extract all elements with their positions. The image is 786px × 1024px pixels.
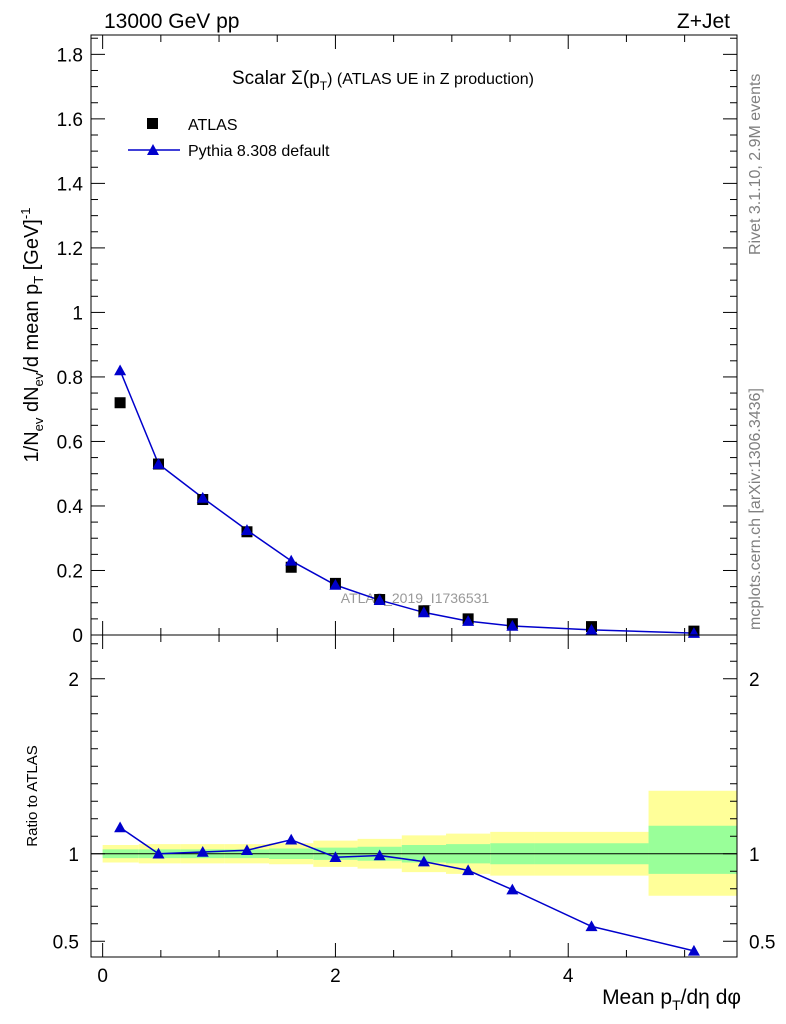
ratio-pythia-point (506, 883, 519, 895)
process-label: Z+Jet (677, 10, 730, 33)
ratio-y-tick-label-right: 0.5 (749, 932, 775, 953)
ratio-y-tick-label-left: 1 (68, 845, 79, 866)
main-y-axis-label: 1/Nev dNev/d mean pT [GeV]-1 (18, 208, 46, 463)
legend-pythia-marker (147, 144, 159, 155)
main-y-tick-label: 1.6 (57, 110, 83, 131)
atlas-point (285, 561, 297, 573)
legend-atlas-marker (147, 118, 158, 129)
ratio-pythia-point (417, 855, 430, 867)
main-watermark: ATLAS_2019_I1736531 (341, 590, 490, 606)
pythia-point (506, 619, 519, 631)
ratio-y-tick-label-right: 1 (749, 845, 760, 866)
main-y-tick-label: 1 (72, 303, 83, 324)
x-axis-label: Mean pT/dη dφ (602, 986, 741, 1013)
main-y-ticks (91, 35, 737, 636)
pythia-series-marks (114, 364, 700, 638)
main-panel: 0 0.2 0.4 0.6 0.8 1 1.2 1.4 1.6 1.8 ATLAS_2019_I1… (18, 34, 738, 647)
pythia-point (417, 606, 430, 618)
main-y-tick-label: 0 (72, 626, 83, 647)
x-tick-label: 2 (330, 966, 341, 987)
ratio-y-tick-label-left: 2 (68, 670, 79, 691)
ratio-pythia-point (240, 844, 253, 856)
pythia-point (585, 623, 598, 635)
main-y-tick-label: 0.2 (57, 561, 83, 582)
ratio-pythia-point (329, 851, 342, 863)
x-tick-labels: 0 2 4 (97, 966, 574, 987)
ratio-pythia-point (687, 944, 700, 956)
legend-atlas-label: ATLAS (188, 117, 238, 134)
main-y-tick-label: 1.8 (57, 45, 83, 66)
pythia-point (240, 524, 253, 535)
ratio-ticks (91, 635, 737, 957)
ratio-y-tick-label-left: 0.5 (53, 932, 79, 953)
ratio-pythia-marks (114, 821, 700, 956)
ratio-pythia-point (152, 847, 165, 859)
ratio-y-tick-label-right: 2 (749, 670, 760, 691)
main-y-tick-label: 1.2 (57, 239, 83, 260)
chart-title: Scalar Σ(pT) (ATLAS UE in Z production) (232, 68, 534, 93)
ratio-pythia-point (285, 833, 298, 845)
x-tick-label: 0 (97, 966, 108, 987)
energy-label: 13000 GeV pp (104, 10, 239, 33)
main-y-tick-label: 0.8 (57, 368, 83, 389)
ratio-y-tick-labels: 0.5 0.5 1 1 2 2 (53, 670, 776, 954)
ratio-pythia-point (196, 846, 209, 857)
main-y-tick-label: 0.4 (57, 497, 84, 518)
ratio-panel: 0.5 0.5 1 1 2 2 0 2 4 Ratio to ATLAS Mean pT/dη… (24, 634, 776, 1013)
ratio-pythia-line (119, 826, 695, 952)
rivet-label: Rivet 3.1.10, 2.9M events (747, 74, 764, 255)
pythia-point (114, 364, 127, 376)
ratio-uncertainty-bands (102, 790, 737, 896)
ratio-band-inner (648, 825, 737, 874)
mcplots-label: mcplots.cern.ch [arXiv:1306.3436] (747, 388, 764, 630)
ratio-pythia-point (114, 821, 127, 833)
main-y-tick-label: 1.4 (57, 174, 84, 195)
main-y-tick-labels: 0 0.2 0.4 0.6 0.8 1 1.2 1.4 1.6 1.8 (57, 45, 84, 647)
legend: ATLAS Pythia 8.308 default (128, 117, 330, 160)
pythia-point (373, 594, 386, 605)
ratio-pythia-point (373, 849, 386, 861)
legend-pythia-label: Pythia 8.308 default (188, 143, 330, 160)
pythia-point (329, 579, 342, 590)
pythia-point (285, 554, 298, 566)
atlas-point (114, 397, 126, 409)
pythia-point (462, 615, 475, 626)
x-tick-label: 4 (563, 966, 574, 987)
pythia-point (152, 458, 165, 469)
ratio-frame (90, 634, 738, 958)
pythia-series-line (119, 370, 694, 634)
pythia-point (196, 491, 209, 503)
ratio-pythia-point (462, 864, 475, 876)
ratio-pythia-point (585, 920, 598, 932)
main-y-tick-label: 0.6 (57, 432, 83, 453)
ratio-y-axis-label: Ratio to ATLAS (24, 745, 41, 846)
